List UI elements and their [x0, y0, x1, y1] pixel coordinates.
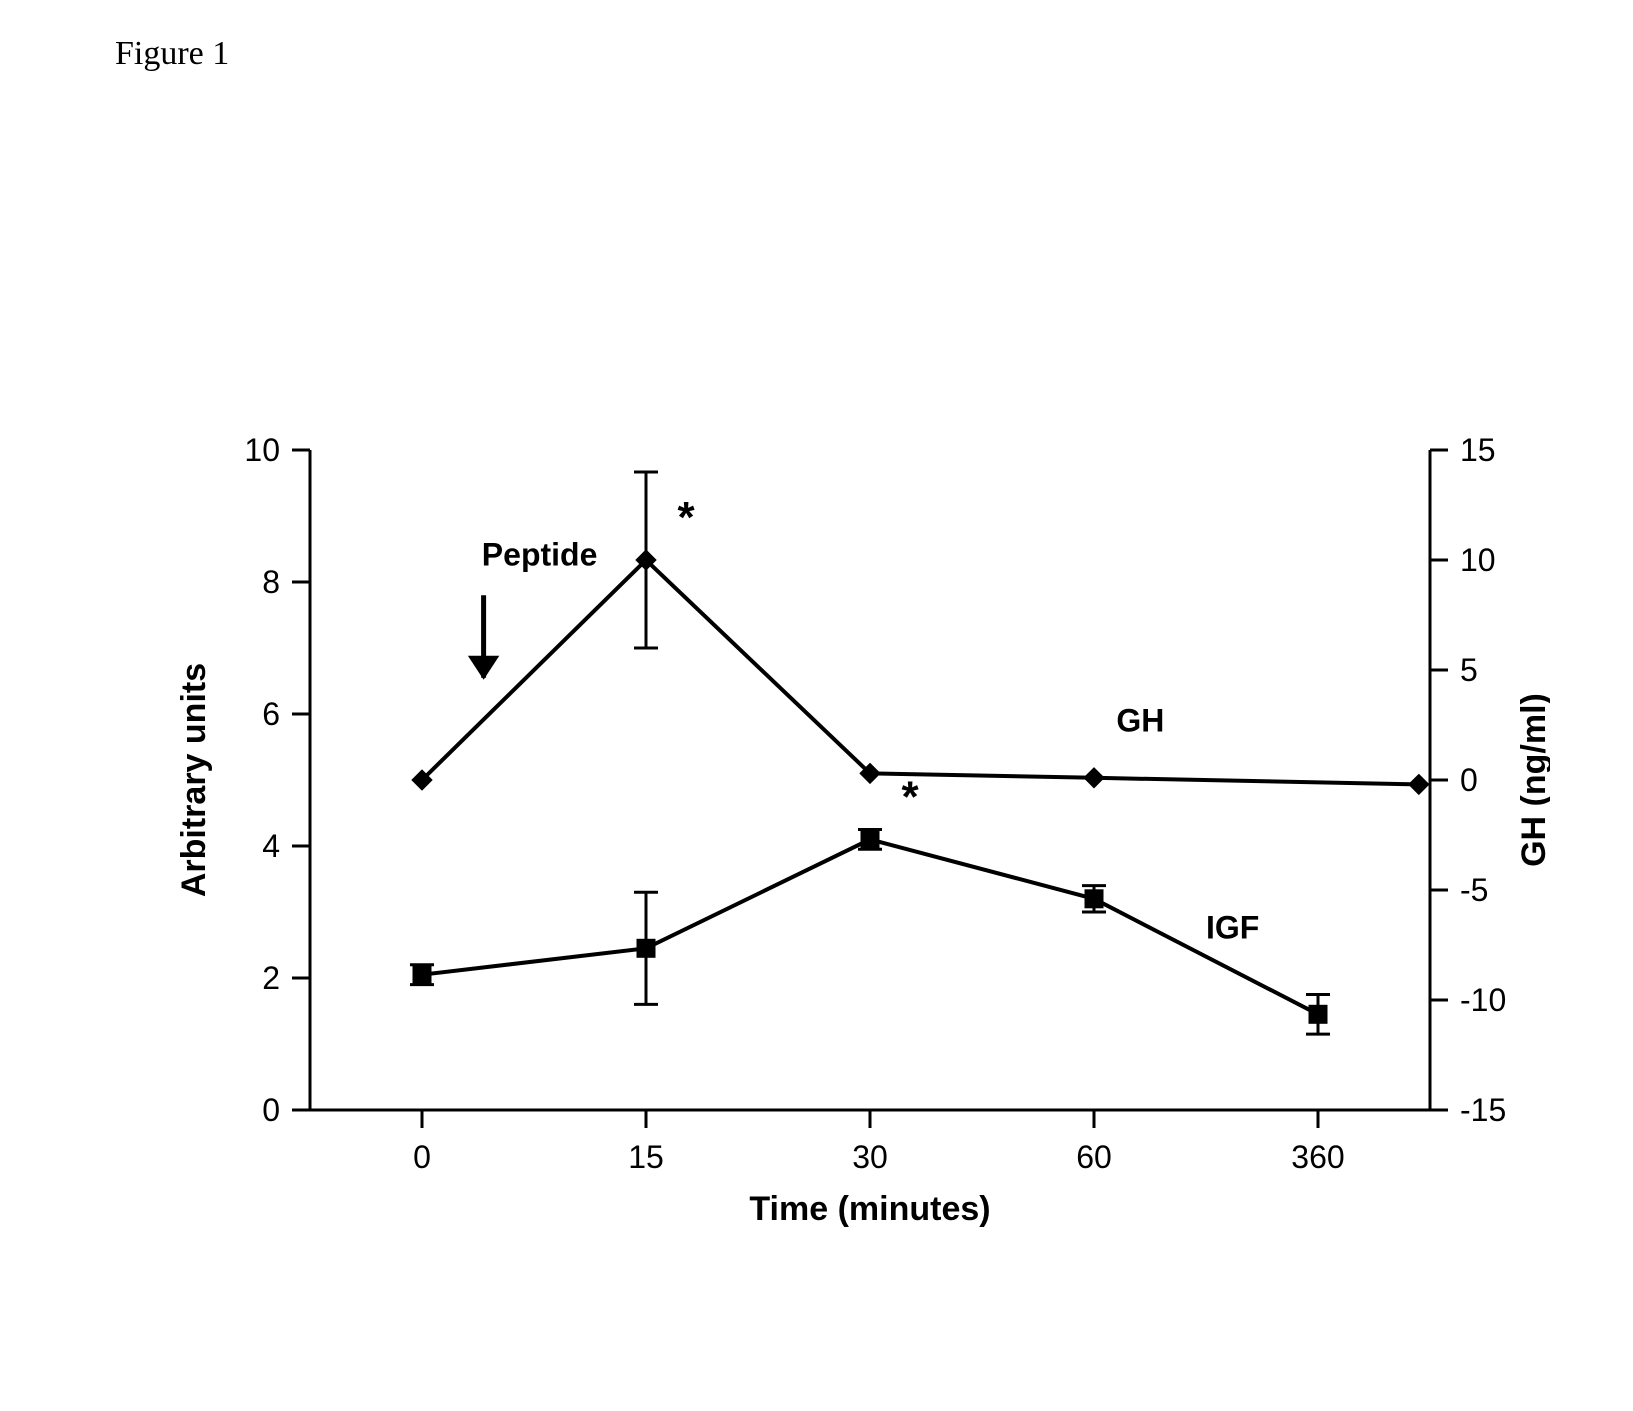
- marker-square: [861, 830, 879, 848]
- marker-square: [637, 939, 655, 957]
- marker-diamond: [1409, 774, 1429, 794]
- y-right-tick-label: 5: [1460, 652, 1478, 688]
- series-label-gh: GH: [1116, 703, 1164, 739]
- peptide-label: Peptide: [482, 537, 598, 573]
- x-tick-label: 0: [413, 1139, 431, 1175]
- chart-container: 0 2 4 6 8 10 -15 -10 -5 0 5 10 15 0 15 30 60 360 Time (min…: [80, 410, 1550, 1290]
- x-tick-label: 15: [628, 1139, 664, 1175]
- marker-diamond: [1084, 768, 1104, 788]
- marker-square: [1309, 1005, 1327, 1023]
- y-right-tick-label: -5: [1460, 872, 1488, 908]
- y-left-tick-label: 8: [262, 564, 280, 600]
- marker-square: [413, 966, 431, 984]
- x-tick-label: 360: [1291, 1139, 1344, 1175]
- x-axis-title: Time (minutes): [749, 1190, 990, 1228]
- figure-title: Figure 1: [115, 35, 229, 73]
- y-right-axis-title: GH (ng/ml): [1515, 693, 1550, 867]
- y-right-tick-label: 0: [1460, 762, 1478, 798]
- y-right-tick-label: 15: [1460, 432, 1496, 468]
- series-line-gh: [422, 560, 1419, 784]
- y-left-tick-label: 6: [262, 696, 280, 732]
- series-label-igf: IGF: [1206, 909, 1259, 945]
- marker-square: [1085, 890, 1103, 908]
- y-left-axis-title: Arbitrary units: [175, 663, 213, 897]
- y-left-tick-label: 10: [244, 432, 280, 468]
- y-right-tick-label: -10: [1460, 982, 1506, 1018]
- significance-star: *: [677, 493, 695, 542]
- y-left-tick-label: 4: [262, 828, 280, 864]
- series-line-igf: [422, 839, 1318, 1014]
- significance-star: *: [901, 772, 919, 821]
- x-tick-label: 60: [1076, 1139, 1112, 1175]
- dual-axis-line-chart: 0 2 4 6 8 10 -15 -10 -5 0 5 10 15 0 15 30 60 360 Time (min…: [80, 410, 1550, 1290]
- peptide-arrow-head: [468, 656, 499, 680]
- y-left-tick-label: 0: [262, 1092, 280, 1128]
- x-tick-label: 30: [852, 1139, 888, 1175]
- y-right-tick-label: -15: [1460, 1092, 1506, 1128]
- y-left-tick-label: 2: [262, 960, 280, 996]
- y-right-tick-label: 10: [1460, 542, 1496, 578]
